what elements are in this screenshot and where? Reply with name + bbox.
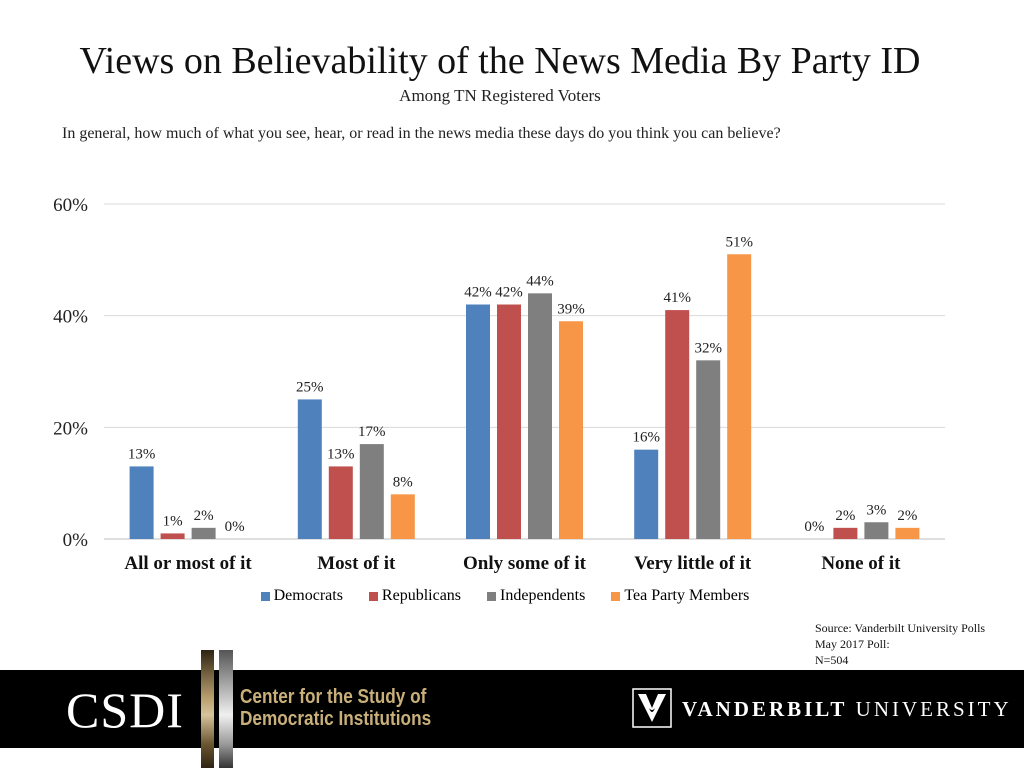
legend-swatch-democrats bbox=[260, 591, 270, 601]
silver-stripe-decoration bbox=[219, 650, 233, 768]
legend-label-democrats: Democrats bbox=[273, 587, 343, 604]
y-tick-label: 20% bbox=[53, 418, 88, 439]
x-tick-label: Most of it bbox=[317, 553, 396, 574]
legend-label-independents: Independents bbox=[500, 587, 586, 604]
data-label: 2% bbox=[194, 508, 214, 524]
bar bbox=[129, 466, 154, 539]
legend-item-tea-party: Tea Party Members bbox=[611, 587, 749, 605]
bar bbox=[160, 533, 185, 539]
data-label: 13% bbox=[128, 446, 156, 462]
data-label: 2% bbox=[897, 508, 917, 524]
legend-swatch-republicans bbox=[368, 591, 378, 601]
data-label: 44% bbox=[526, 273, 554, 289]
survey-question: In general, how much of what you see, he… bbox=[62, 125, 781, 142]
legend-item-democrats: Democrats bbox=[260, 587, 343, 605]
y-tick-label: 40% bbox=[53, 307, 88, 328]
vanderbilt-wordmark-rest: UNIVERSITY bbox=[855, 697, 1012, 721]
bar bbox=[297, 399, 322, 539]
legend-swatch-independents bbox=[487, 591, 497, 601]
chart-title: Views on Believability of the News Media… bbox=[79, 40, 921, 82]
csdi-logo-text: CSDI bbox=[66, 682, 184, 738]
source-poll-date: May 2017 Poll: bbox=[815, 637, 890, 651]
chart-subtitle: Among TN Registered Voters bbox=[399, 86, 601, 105]
bar bbox=[497, 304, 521, 539]
data-label: 0% bbox=[225, 519, 245, 535]
bar bbox=[359, 444, 384, 539]
bar bbox=[528, 293, 552, 539]
data-label: 39% bbox=[557, 301, 585, 317]
x-tick-label: None of it bbox=[821, 553, 901, 574]
bar bbox=[191, 527, 216, 539]
data-label: 51% bbox=[725, 234, 753, 250]
data-label: 13% bbox=[327, 446, 355, 462]
bar bbox=[833, 527, 858, 539]
bar bbox=[895, 527, 920, 539]
data-label: 41% bbox=[663, 290, 691, 306]
bar bbox=[390, 494, 415, 539]
y-tick-label: 60% bbox=[53, 195, 88, 216]
legend-item-independents: Independents bbox=[487, 587, 585, 605]
data-label: 3% bbox=[866, 502, 886, 518]
data-label: 16% bbox=[632, 430, 660, 446]
y-tick-label: 0% bbox=[63, 530, 89, 551]
bar bbox=[696, 360, 721, 539]
legend-label-republicans: Republicans bbox=[381, 587, 462, 604]
bar bbox=[727, 254, 752, 539]
data-label: 42% bbox=[464, 285, 492, 301]
data-label: 0% bbox=[804, 519, 824, 535]
bar bbox=[328, 466, 353, 539]
data-label: 25% bbox=[296, 379, 324, 395]
legend-item-republicans: Republicans bbox=[368, 587, 462, 605]
source-sample-size: N=504 bbox=[815, 653, 849, 667]
bar bbox=[864, 522, 889, 539]
center-name: Center for the Study of Democratic Insti… bbox=[240, 686, 431, 730]
x-tick-label: Very little of it bbox=[634, 553, 752, 574]
gold-stripe-decoration bbox=[201, 650, 214, 768]
source-line: Source: Vanderbilt University Polls bbox=[815, 621, 986, 635]
data-label: 1% bbox=[163, 513, 183, 529]
x-tick-label: Only some of it bbox=[463, 553, 587, 574]
bar bbox=[559, 321, 583, 539]
center-name-line2: Democratic Institutions bbox=[240, 708, 432, 730]
data-label: 2% bbox=[835, 508, 855, 524]
data-label: 32% bbox=[694, 340, 722, 356]
bar bbox=[634, 449, 659, 539]
footer-bar bbox=[0, 670, 1024, 748]
legend-label-tea-party: Tea Party Members bbox=[624, 587, 750, 604]
data-label: 8% bbox=[393, 474, 413, 490]
legend-swatch-tea-party bbox=[611, 591, 621, 601]
source-note: Source: Vanderbilt University Polls May … bbox=[815, 620, 985, 668]
data-label: 42% bbox=[495, 285, 523, 301]
bar-chart: 0% 20% 40% 60% 13% 1% 2% 0% All or most of it 25%… bbox=[53, 195, 945, 574]
vanderbilt-wordmark: VANDERBILT UNIVERSITY bbox=[682, 697, 1012, 722]
x-tick-label: All or most of it bbox=[124, 553, 252, 574]
chart-legend: Democrats Republicans Independents Tea P… bbox=[0, 587, 1010, 605]
bar bbox=[466, 304, 490, 539]
vanderbilt-wordmark-bold: VANDERBILT bbox=[682, 697, 848, 721]
data-label: 17% bbox=[358, 424, 386, 440]
center-name-line1: Center for the Study of bbox=[240, 686, 427, 708]
bar bbox=[665, 310, 690, 539]
vanderbilt-oak-leaf-icon bbox=[632, 688, 672, 728]
